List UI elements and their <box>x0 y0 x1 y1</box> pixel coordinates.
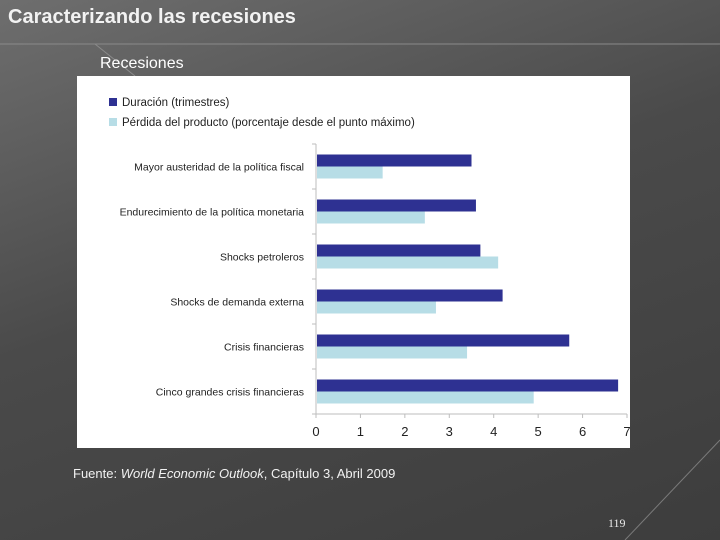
category-label: Shocks petroleros <box>220 252 304 264</box>
source-prefix: Fuente: <box>73 466 121 481</box>
category-label: Shocks de demanda externa <box>170 297 304 309</box>
bar-duracion <box>317 199 476 212</box>
legend-label: Pérdida del producto (porcentaje desde e… <box>122 117 415 129</box>
source-suffix: , Capítulo 3, Abril 2009 <box>263 466 396 481</box>
bar-perdida <box>317 301 436 314</box>
x-tick-label: 1 <box>357 424 364 439</box>
x-tick-label: 6 <box>579 424 586 439</box>
bar-duracion <box>317 244 481 257</box>
legend-swatch <box>109 98 117 106</box>
x-tick-label: 4 <box>490 424 497 439</box>
bar-duracion <box>317 154 472 167</box>
bar-duracion <box>317 379 619 392</box>
bar-perdida <box>317 256 499 269</box>
bar-perdida <box>317 346 468 359</box>
bar-perdida <box>317 391 534 404</box>
category-label: Crisis financieras <box>224 342 304 354</box>
x-tick-label: 3 <box>446 424 453 439</box>
legend-label: Duración (trimestres) <box>122 97 230 109</box>
chart-panel: Duración (trimestres) Pérdida del product… <box>77 76 630 448</box>
bar-duracion <box>317 289 503 302</box>
bar-perdida <box>317 166 383 179</box>
page-number: 119 <box>608 516 626 530</box>
category-label: Cinco grandes crisis financieras <box>156 387 304 399</box>
x-tick-label: 7 <box>623 424 630 439</box>
legend-swatch <box>109 118 117 126</box>
source-note: Fuente: World Economic Outlook, Capítulo… <box>73 466 395 481</box>
x-tick-label: 0 <box>312 424 319 439</box>
bar-duracion <box>317 334 570 347</box>
bar-chart: Duración (trimestres) Pérdida del product… <box>109 97 630 439</box>
category-label: Endurecimiento de la política monetaria <box>120 207 305 219</box>
slide-title: Caracterizando las recesiones <box>8 6 296 28</box>
category-label: Mayor austeridad de la política fiscal <box>134 162 304 174</box>
source-publication: World Economic Outlook <box>120 466 264 481</box>
x-tick-label: 2 <box>401 424 408 439</box>
chart-heading: Recesiones <box>100 55 184 72</box>
x-tick-label: 5 <box>535 424 542 439</box>
bar-perdida <box>317 211 425 224</box>
